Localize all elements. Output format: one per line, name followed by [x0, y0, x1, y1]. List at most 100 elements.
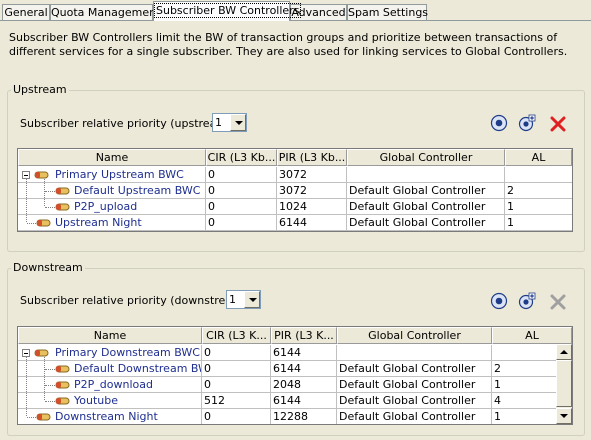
tree-connector [44, 357, 45, 400]
row-global-controller: Default Global Controller [337, 377, 492, 393]
table-row[interactable]: Upstream Night 0 6144 Default Global Con… [18, 215, 572, 231]
tree-connector [45, 385, 55, 386]
downstream-group-title: Downstream [11, 261, 85, 275]
row-name: P2P_download [74, 378, 153, 391]
table-row[interactable]: Downstream Night 0 12288 Default Global … [18, 409, 572, 424]
row-pir: 2048 [271, 377, 337, 393]
upstream-priority-select[interactable]: 1 [212, 113, 247, 132]
upstream-group: Upstream [7, 83, 585, 252]
row-al: 2 [505, 183, 572, 199]
row-pir: 1024 [277, 199, 347, 215]
downstream-priority-select[interactable]: 1 [226, 290, 261, 309]
table-row[interactable]: Primary Downstream BWC 0 6144 [18, 345, 572, 361]
controller-node-icon [34, 349, 49, 357]
column-header-name[interactable]: Name [18, 327, 202, 344]
scroll-down-icon[interactable] [556, 408, 572, 424]
tree-connector [45, 207, 55, 208]
row-cir: 0 [202, 409, 271, 424]
row-pir: 12288 [271, 409, 337, 424]
tab-spam-settings[interactable]: Spam Settings [347, 4, 429, 20]
row-pir: 3072 [277, 183, 347, 199]
column-header-al[interactable]: AL [505, 149, 572, 166]
add-controller-icon[interactable] [490, 114, 508, 132]
tab-divider [0, 20, 591, 21]
tree-connector [45, 369, 55, 370]
row-al: 4 [492, 393, 556, 409]
upstream-group-title: Upstream [11, 83, 69, 97]
tab-strip: General Quota Management Subscriber BW C… [0, 0, 591, 22]
tab-quota-management[interactable]: Quota Management [50, 4, 161, 20]
tree-connector [45, 191, 55, 192]
downstream-table: Name CIR (L3 K... PIR (L3 K... Global Co… [17, 326, 573, 425]
row-global-controller: Default Global Controller [337, 393, 492, 409]
column-header-pir[interactable]: PIR (L3 K... [271, 327, 337, 344]
row-cir: 0 [206, 167, 277, 183]
row-al [505, 167, 572, 183]
controller-node-icon [55, 187, 70, 195]
collapse-icon[interactable] [22, 171, 30, 179]
table-row[interactable]: P2P_upload 0 1024 Default Global Control… [18, 199, 572, 215]
table-row[interactable]: Default Upstream BWC 0 3072 Default Glob… [18, 183, 572, 199]
row-al [492, 345, 556, 361]
row-cir: 0 [202, 361, 271, 377]
delete-icon-disabled [550, 294, 566, 310]
row-pir: 6144 [271, 361, 337, 377]
downstream-priority-label: Subscriber relative priority (downstream… [20, 294, 251, 307]
add-controller-icon[interactable] [490, 292, 508, 310]
column-header-cir[interactable]: CIR (L3 K... [202, 327, 271, 344]
add-sub-controller-icon[interactable] [518, 292, 536, 310]
row-al: 1 [505, 215, 572, 231]
row-global-controller: Default Global Controller [347, 183, 505, 199]
tree-connector [44, 179, 45, 206]
row-global-controller [347, 167, 505, 183]
row-name: Primary Upstream BWC [55, 168, 184, 181]
column-header-cir[interactable]: CIR (L3 Kb... [206, 149, 277, 166]
row-cir: 0 [206, 183, 277, 199]
row-name: Youtube [74, 394, 118, 407]
description-text: Subscriber BW Controllers limit the BW o… [9, 31, 568, 58]
tab-subscriber-bw-controllers[interactable]: Subscriber BW Controllers [153, 1, 302, 21]
tree-connector [26, 179, 27, 222]
tree-connector [45, 401, 55, 402]
row-name: P2P_upload [74, 200, 138, 213]
tree-connector [27, 417, 36, 418]
controller-node-icon [36, 219, 51, 227]
row-pir: 3072 [277, 167, 347, 183]
row-name: Primary Downstream BWC [55, 346, 200, 359]
tree-connector [27, 223, 36, 224]
row-global-controller [337, 345, 492, 361]
tab-general[interactable]: General [2, 4, 50, 20]
tree-connector [26, 357, 27, 416]
row-al: 1 [505, 199, 572, 215]
scroll-up-icon[interactable] [556, 344, 572, 360]
row-cir: 0 [206, 199, 277, 215]
controller-node-icon [55, 381, 70, 389]
vertical-scrollbar[interactable] [556, 344, 572, 424]
controller-node-icon [34, 171, 49, 179]
upstream-table: Name CIR (L3 Kb... PIR (L3 Kb... Global … [17, 148, 573, 232]
controller-node-icon [36, 413, 51, 421]
row-global-controller: Default Global Controller [347, 199, 505, 215]
row-name: Default Downstream BWC [74, 362, 201, 375]
column-header-name[interactable]: Name [18, 149, 206, 166]
column-header-pir[interactable]: PIR (L3 Kb... [277, 149, 347, 166]
table-row[interactable]: Default Downstream BWC 0 6144 Default Gl… [18, 361, 572, 377]
row-pir: 6144 [271, 393, 337, 409]
column-header-global-controller[interactable]: Global Controller [337, 327, 492, 344]
table-row[interactable]: P2P_download 0 2048 Default Global Contr… [18, 377, 572, 393]
add-sub-controller-icon[interactable] [518, 114, 536, 132]
chevron-down-icon[interactable] [230, 114, 246, 131]
table-row[interactable]: Primary Upstream BWC 0 3072 [18, 167, 572, 183]
column-header-al[interactable]: AL [492, 327, 572, 344]
scrollbar-thumb[interactable] [556, 360, 572, 407]
column-header-global-controller[interactable]: Global Controller [347, 149, 505, 166]
row-cir: 0 [206, 215, 277, 231]
row-pir: 6144 [271, 345, 337, 361]
downstream-table-header: Name CIR (L3 K... PIR (L3 K... Global Co… [18, 327, 572, 344]
downstream-priority-value: 1 [229, 293, 236, 306]
delete-icon[interactable] [549, 115, 567, 133]
collapse-icon[interactable] [22, 349, 30, 357]
tab-advanced[interactable]: Advanced [290, 4, 347, 20]
table-row[interactable]: Youtube 512 6144 Default Global Controll… [18, 393, 572, 409]
chevron-down-icon[interactable] [244, 291, 260, 308]
